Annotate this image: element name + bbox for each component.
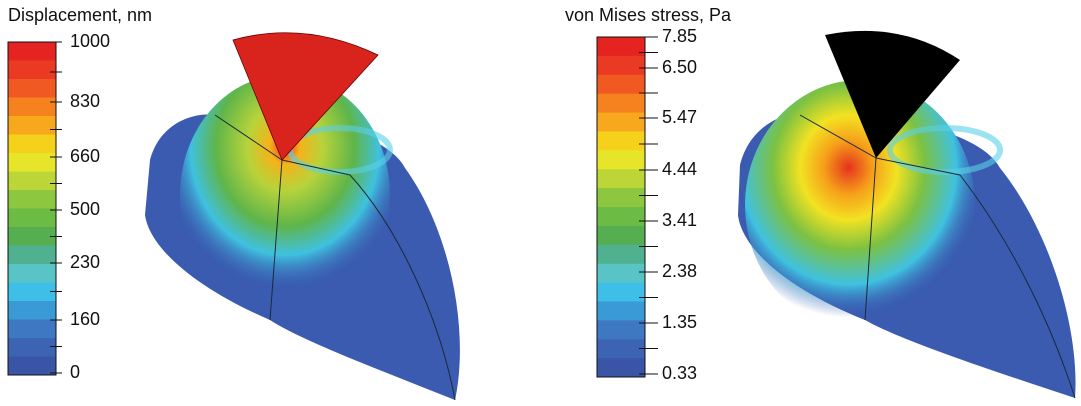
color-band [8, 246, 56, 265]
displacement-model [145, 33, 460, 400]
color-band [8, 357, 56, 376]
color-band [8, 61, 56, 80]
color-band [8, 320, 56, 339]
color-band [597, 188, 645, 207]
colorbar-label: 2.38 [662, 261, 697, 281]
color-band [597, 207, 645, 226]
colorbar-label: 230 [70, 252, 100, 272]
color-band [597, 283, 645, 302]
colorbar-label: 4.44 [662, 159, 697, 179]
color-band [597, 358, 645, 377]
colorbar: 1000 830 660 500 230 160 0 [8, 31, 110, 382]
colorbar-label: 1.35 [662, 312, 697, 332]
color-band [8, 190, 56, 209]
color-band [597, 150, 645, 169]
colorbar-label: 500 [70, 199, 100, 219]
figure: Displacement, nm 1000 830 660 500 230 160 0 vo… [0, 0, 1081, 401]
colorbar-label: 3.41 [662, 210, 697, 230]
color-band [597, 245, 645, 264]
color-band [597, 131, 645, 150]
colorbar: 7.85 6.50 5.47 4.44 3.41 2.38 1.35 0.33 [597, 26, 697, 383]
color-band [597, 226, 645, 245]
colorbar-label: 0.33 [662, 363, 697, 383]
color-band [8, 283, 56, 302]
stress-model [738, 31, 1076, 398]
panel-title: Displacement, nm [8, 5, 152, 25]
color-band [597, 264, 645, 283]
color-band [597, 75, 645, 94]
color-band [8, 264, 56, 283]
color-band [597, 37, 645, 56]
color-band [8, 338, 56, 357]
colorbar-label: 6.50 [662, 57, 697, 77]
color-band [8, 172, 56, 191]
color-band [8, 301, 56, 320]
colorbar-label: 0 [70, 362, 80, 382]
colorbar-label: 830 [70, 91, 100, 111]
color-band [8, 98, 56, 117]
color-band [8, 42, 56, 61]
color-band [8, 79, 56, 98]
color-band [8, 116, 56, 135]
color-band [597, 56, 645, 75]
color-band [597, 320, 645, 339]
color-band [597, 113, 645, 132]
color-band [8, 135, 56, 154]
colorbar-label: 5.47 [662, 107, 697, 127]
color-band [597, 339, 645, 358]
color-band [8, 153, 56, 172]
color-band [8, 227, 56, 246]
color-band [597, 301, 645, 320]
colorbar-label: 7.85 [662, 26, 697, 46]
color-band [597, 94, 645, 113]
colorbar-label: 1000 [70, 31, 110, 51]
color-band [597, 169, 645, 188]
colorbar-label: 160 [70, 309, 100, 329]
panel-title: von Mises stress, Pa [565, 5, 732, 25]
colorbar-label: 660 [70, 146, 100, 166]
color-band [8, 209, 56, 228]
